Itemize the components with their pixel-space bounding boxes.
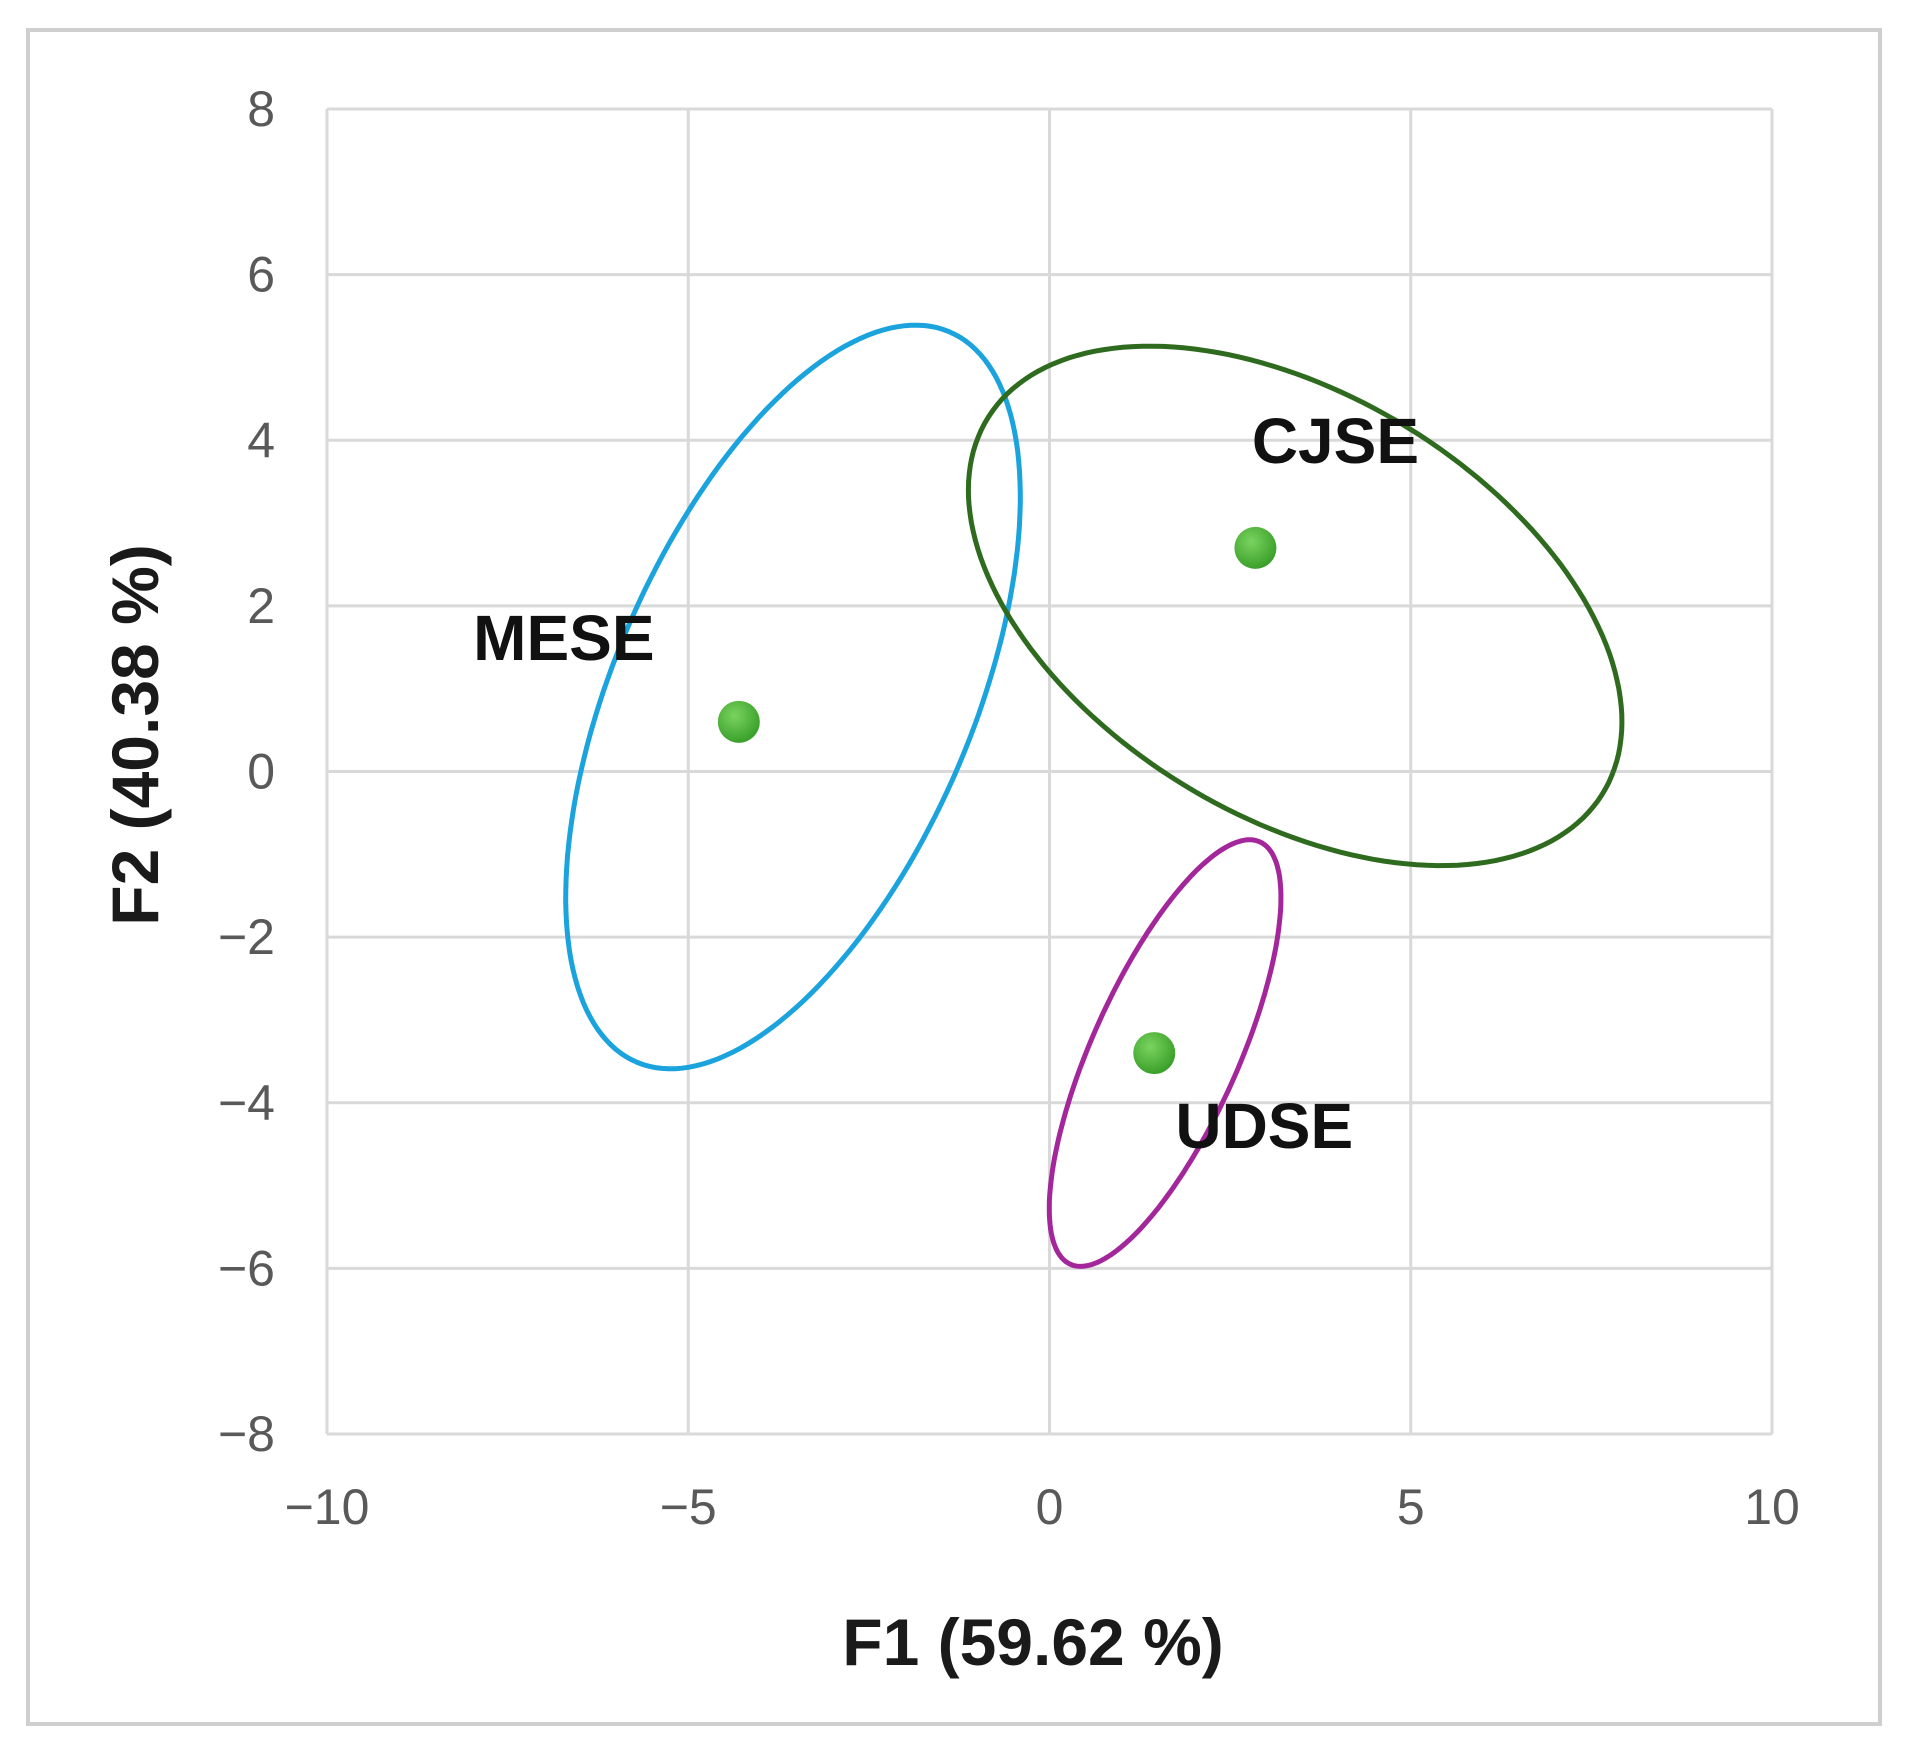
x-tick-label: 10	[1744, 1479, 1800, 1535]
point-mese	[717, 700, 760, 743]
x-tick-label: 0	[1036, 1479, 1064, 1535]
ellipse-cjse	[965, 343, 1625, 869]
point-cjse	[1234, 526, 1277, 569]
x-tick-label: −10	[285, 1479, 370, 1535]
y-tick-label: −6	[218, 1240, 275, 1296]
y-tick-label: −2	[218, 909, 275, 965]
point-udse	[1133, 1032, 1176, 1075]
y-tick-label: 4	[247, 412, 275, 468]
y-axis-label: F2 (40.38 %)	[98, 544, 172, 926]
y-tick-label: 8	[247, 81, 275, 137]
x-tick-label: −5	[660, 1479, 717, 1535]
ellipse-mese	[563, 322, 1023, 1072]
y-tick-label: −8	[218, 1406, 275, 1462]
tick-labels: −10 −5 0 5 10 −8 −6 −4 −2 0 2 4 6 8	[218, 81, 1800, 1535]
point-labels: MESE CJSE UDSE	[473, 405, 1419, 1162]
figure-frame	[26, 28, 1882, 1726]
y-tick-label: 0	[247, 744, 275, 800]
point-label-udse: UDSE	[1175, 1090, 1353, 1162]
y-tick-label: 2	[247, 578, 275, 634]
x-tick-label: 5	[1397, 1479, 1425, 1535]
y-tick-label: 6	[247, 247, 275, 303]
point-label-mese: MESE	[473, 602, 654, 674]
point-label-cjse: CJSE	[1252, 405, 1419, 477]
confidence-ellipses	[563, 322, 1625, 1269]
data-points	[717, 526, 1277, 1075]
ellipse-udse	[1046, 837, 1284, 1269]
y-tick-label: −4	[218, 1075, 275, 1131]
x-axis-label: F1 (59.62 %)	[842, 1605, 1224, 1679]
